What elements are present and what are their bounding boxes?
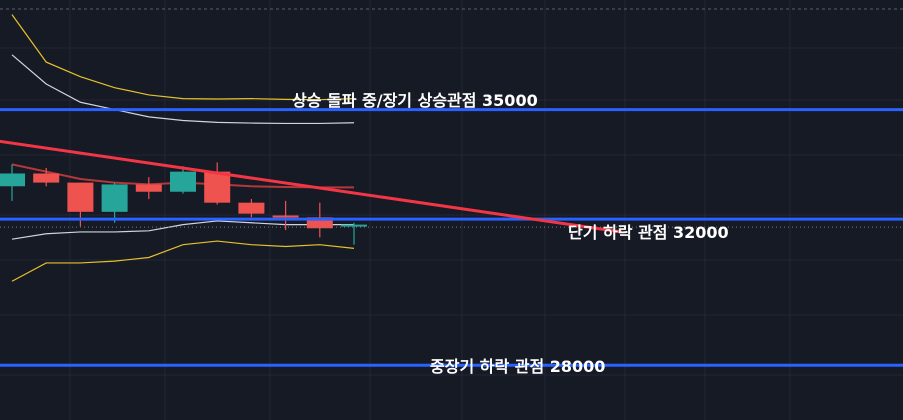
candle	[238, 199, 265, 218]
candle	[67, 182, 94, 227]
candle	[101, 182, 128, 223]
trendline-layer	[0, 139, 623, 234]
candle	[135, 177, 162, 200]
candle	[170, 166, 196, 194]
candle-body	[341, 224, 367, 227]
bollinger-inner-upper-line	[11, 54, 355, 125]
candle-body	[238, 202, 265, 214]
candle	[204, 162, 231, 205]
level-label-28000: 중장기 하락 관점 28000	[430, 357, 605, 376]
candle-body	[67, 182, 94, 212]
candle-body	[272, 215, 299, 218]
bollinger-bands	[11, 14, 355, 282]
candle	[272, 200, 299, 231]
candle-body	[306, 217, 333, 229]
level-label-35000: 상승 돌파 중/장기 상승관점 35000	[292, 91, 538, 110]
candle-body	[204, 171, 231, 203]
candles	[0, 162, 367, 245]
bollinger-outer-lower-line	[11, 240, 355, 282]
candle-body	[0, 173, 25, 187]
candle	[33, 168, 60, 187]
bollinger-outer-upper-line	[11, 14, 355, 101]
price-levels	[0, 108, 903, 367]
candle-body	[101, 184, 128, 212]
candle	[341, 222, 367, 245]
annotations: 상승 돌파 중/장기 상승관점 35000 단기 하락 관점 32000 중장기…	[292, 91, 729, 376]
candle-body	[33, 173, 60, 183]
level-label-32000: 단기 하락 관점 32000	[568, 223, 729, 242]
bollinger-inner-lower-line	[11, 220, 354, 240]
trendline	[0, 139, 623, 234]
candle-body	[170, 171, 196, 192]
candle	[0, 164, 25, 201]
candle-body	[135, 184, 162, 192]
